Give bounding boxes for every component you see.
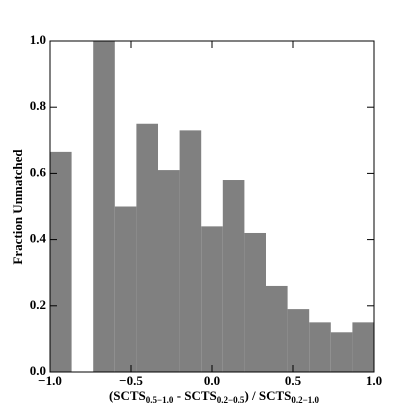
x-axis-label-part: - SCTS [173, 388, 216, 403]
bar [265, 285, 288, 372]
bar [158, 170, 180, 372]
bar [287, 309, 310, 372]
x-tick-label: 0.0 [204, 373, 220, 388]
y-tick-label: 0.6 [30, 164, 47, 179]
x-tick-label: 1.0 [366, 373, 382, 388]
bar [309, 322, 331, 372]
bar [136, 123, 159, 372]
y-tick-label: 0.0 [30, 363, 46, 378]
x-tick-label: −0.5 [119, 373, 143, 388]
bar [330, 332, 353, 372]
bar [114, 206, 137, 372]
bar [222, 180, 245, 372]
x-axis-label-part: (SCTS [109, 388, 146, 403]
bar [93, 41, 115, 372]
bar [352, 322, 374, 372]
x-axis-label: (SCTS0.5−1.0 - SCTS0.2−0.5) / SCTS0.2−1.… [109, 388, 320, 405]
x-axis-label-part: ) / SCTS [244, 388, 291, 403]
x-tick-label: −1.0 [38, 373, 62, 388]
y-tick-label: 1.0 [30, 32, 46, 47]
bar [50, 151, 72, 372]
y-tick-label: 0.8 [30, 98, 47, 113]
y-axis-label: Fraction Unmatched [10, 149, 25, 265]
x-tick-label: 0.5 [285, 373, 302, 388]
x-axis-label-subscript: 0.2−1.0 [291, 395, 319, 405]
y-tick-label: 0.4 [30, 231, 47, 246]
bar [201, 226, 223, 372]
x-axis-label-subscript: 0.5−1.0 [146, 395, 174, 405]
bar [179, 130, 202, 372]
x-axis-label-subscript: 0.2−0.5 [217, 395, 245, 405]
y-tick-label: 0.2 [30, 297, 46, 312]
bar [244, 232, 266, 372]
